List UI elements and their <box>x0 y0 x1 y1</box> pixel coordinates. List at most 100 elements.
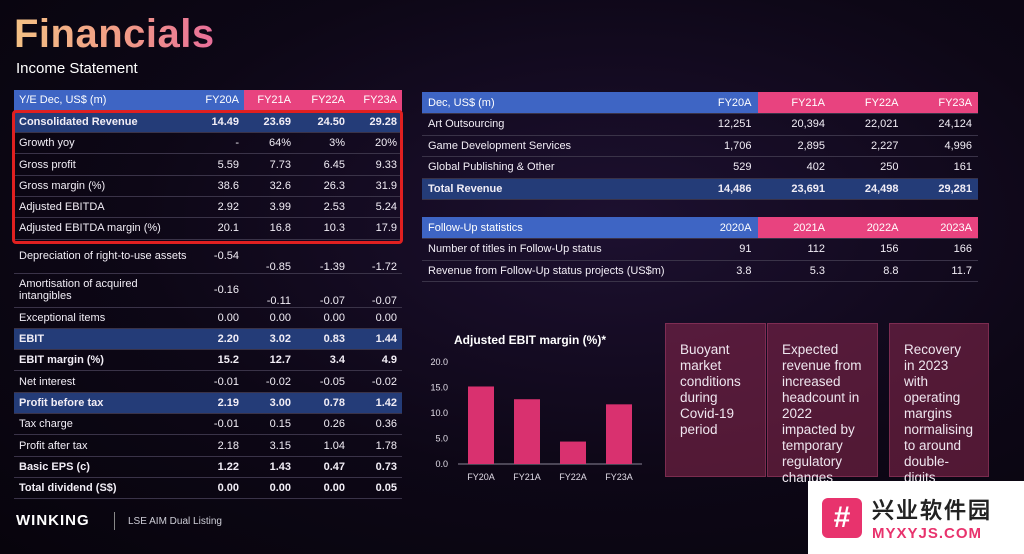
row-value: 4.9 <box>350 349 402 372</box>
row-value: -0.85 <box>244 239 296 274</box>
revenue-breakdown-table: Dec, US$ (m) FY20A FY21A FY22A FY23A Art… <box>422 92 978 200</box>
row-value: 529 <box>684 156 758 179</box>
y-tick-label: 15.0 <box>430 383 448 393</box>
y-tick-label: 10.0 <box>430 408 448 418</box>
revenue-header-fy20: FY20A <box>684 92 758 114</box>
revenue-header-fy23: FY23A <box>904 92 978 114</box>
row-label: Consolidated Revenue <box>14 111 192 134</box>
row-label: Amortisation of acquired intangibles <box>14 273 192 308</box>
row-label: Adjusted EBITDA <box>14 196 192 219</box>
table-row: Gross margin (%) 38.6 32.6 26.3 31.9 <box>14 175 402 197</box>
row-label: Gross margin (%) <box>14 175 192 197</box>
row-value: 20% <box>350 132 402 155</box>
table-row: EBIT 2.20 3.02 0.83 1.44 <box>14 328 402 351</box>
row-value: 23,691 <box>757 178 831 200</box>
row-value: 64% <box>244 132 296 155</box>
row-value: 0.00 <box>192 307 244 329</box>
row-value: 22,021 <box>831 113 905 136</box>
row-value: 0.15 <box>244 413 296 436</box>
row-label: Art Outsourcing <box>422 113 684 136</box>
row-value: -0.07 <box>296 273 350 308</box>
table-row: EBIT margin (%) 15.2 12.7 3.4 4.9 <box>14 349 402 372</box>
row-value: -0.07 <box>350 273 402 308</box>
row-value: -0.01 <box>192 370 244 393</box>
row-value: -1.72 <box>350 239 402 274</box>
row-value: 12.7 <box>244 349 296 372</box>
table-row: Profit after tax 2.18 3.15 1.04 1.78 <box>14 434 402 457</box>
site-watermark: # 兴业软件园 MYXYJS.COM <box>808 481 1024 554</box>
table-row: Adjusted EBITDA 2.92 3.99 2.53 5.24 <box>14 196 402 219</box>
page-title: Financials <box>14 12 215 56</box>
row-value: 23.69 <box>244 111 296 134</box>
row-value: -1.39 <box>296 239 350 274</box>
row-value: 0.83 <box>296 328 350 351</box>
row-value: 24.50 <box>296 111 350 134</box>
y-tick-label: 5.0 <box>435 434 448 444</box>
row-value: 0.05 <box>350 477 402 500</box>
row-value: 12,251 <box>684 113 758 136</box>
row-value: 4,996 <box>904 135 978 157</box>
row-value: 3.4 <box>296 349 350 372</box>
bar-fy21a <box>514 399 540 464</box>
table-row: Amortisation of acquired intangibles -0.1… <box>14 273 402 308</box>
row-value: -0.54 <box>192 239 244 274</box>
chart-title: Adjusted EBIT margin (%)* <box>454 333 607 347</box>
row-value: 1.22 <box>192 456 244 478</box>
row-value: 5.59 <box>192 153 244 176</box>
row-value: 1,706 <box>684 135 758 157</box>
row-value: 31.9 <box>350 175 402 197</box>
row-value: 10.3 <box>296 217 350 240</box>
row-value: 1.42 <box>350 392 402 415</box>
row-value: 250 <box>831 156 905 179</box>
row-value: 3% <box>296 132 350 155</box>
row-value: 166 <box>904 238 978 261</box>
row-label: Profit before tax <box>14 392 192 415</box>
row-value: 2,227 <box>831 135 905 157</box>
row-label: EBIT <box>14 328 192 351</box>
watermark-cn-text: 兴业软件园 <box>872 498 993 523</box>
row-value: 0.00 <box>244 307 296 329</box>
row-value: 0.73 <box>350 456 402 478</box>
table-row: Growth yoy -64% 3% 20% <box>14 132 402 155</box>
row-value: 6.45 <box>296 153 350 176</box>
revenue-header-row: Dec, US$ (m) FY20A FY21A FY22A FY23A <box>422 92 978 114</box>
row-value: 0.36 <box>350 413 402 436</box>
table-row: Global Publishing & Other 529 402 250 161 <box>422 156 978 179</box>
row-value: 3.02 <box>244 328 296 351</box>
row-value: 16.8 <box>244 217 296 240</box>
row-value: 2.20 <box>192 328 244 351</box>
row-value: 112 <box>757 238 831 261</box>
row-value: 5.3 <box>757 260 831 282</box>
row-value: 0.00 <box>244 477 296 500</box>
row-value: -0.16 <box>192 273 244 308</box>
table-row: Number of titles in Follow-Up status 91 11… <box>422 238 978 261</box>
row-value: 32.6 <box>244 175 296 197</box>
row-value: 0.00 <box>350 307 402 329</box>
income-header-fy22: FY22A <box>296 90 350 112</box>
watermark-en-text: MYXYJS.COM <box>872 525 983 542</box>
company-logo: WINKING <box>16 512 90 529</box>
followup-header-2020: 2020A <box>684 217 758 239</box>
table-row: Revenue from Follow-Up status projects (… <box>422 260 978 282</box>
followup-header-2021: 2021A <box>757 217 831 239</box>
table-row: Basic EPS (c) 1.22 1.43 0.47 0.73 <box>14 456 402 478</box>
row-value: 38.6 <box>192 175 244 197</box>
row-label: Game Development Services <box>422 135 684 157</box>
revenue-header-fy22: FY22A <box>831 92 905 114</box>
commentary-box-1: Buoyant market conditions during Covid-1… <box>665 323 766 477</box>
row-value: -0.01 <box>192 413 244 436</box>
row-value: 29.28 <box>350 111 402 134</box>
table-row: Profit before tax 2.19 3.00 0.78 1.42 <box>14 392 402 415</box>
x-tick-label: FY20A <box>467 472 495 482</box>
row-value: 14.49 <box>192 111 244 134</box>
row-value: 20.1 <box>192 217 244 240</box>
income-header-label: Y/E Dec, US$ (m) <box>14 90 192 112</box>
row-value: 26.3 <box>296 175 350 197</box>
watermark-hash-icon: # <box>822 497 862 538</box>
row-label: Global Publishing & Other <box>422 156 684 179</box>
row-value: 0.26 <box>296 413 350 436</box>
row-value: 5.24 <box>350 196 402 219</box>
row-value: 0.00 <box>296 307 350 329</box>
table-row: Gross profit 5.59 7.73 6.45 9.33 <box>14 153 402 176</box>
row-label: Gross profit <box>14 153 192 176</box>
